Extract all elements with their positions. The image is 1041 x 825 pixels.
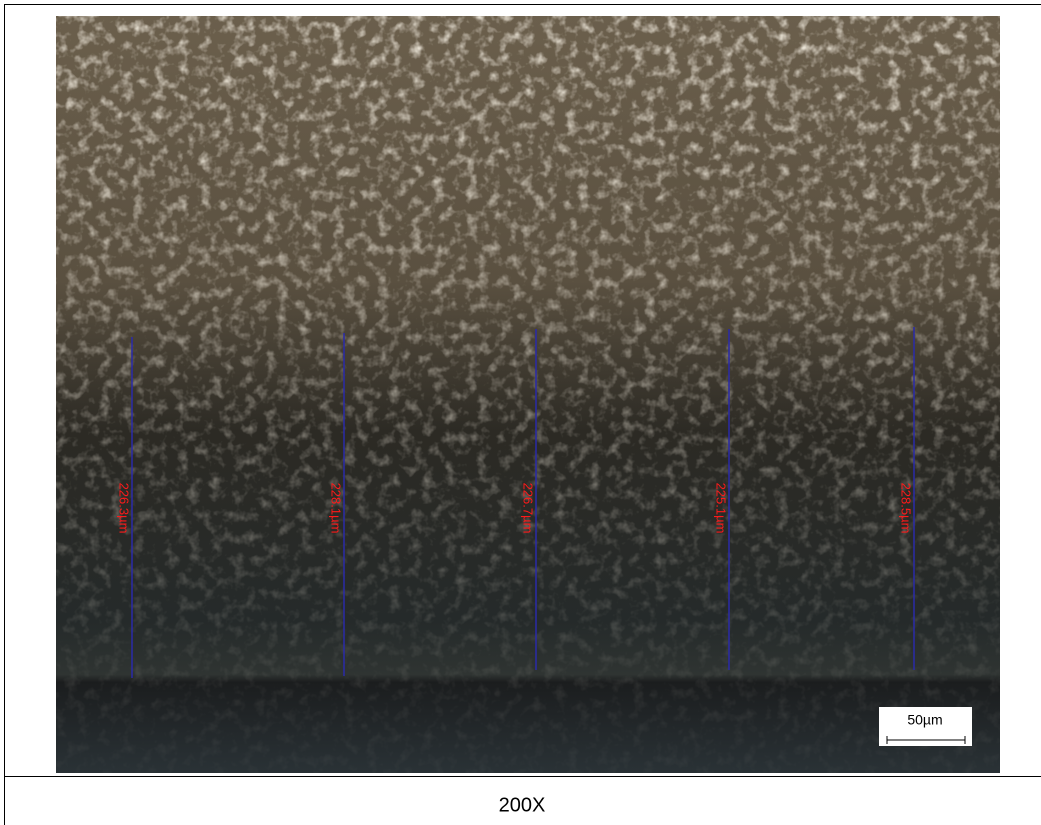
- scale-label: 50µm: [907, 712, 942, 728]
- measure-label: 228.1µm: [329, 483, 344, 534]
- measure-label: 226.3µm: [117, 483, 132, 534]
- micrograph-texture: [56, 16, 1000, 773]
- measure-label: 225.1µm: [714, 483, 729, 534]
- frame: [4, 4, 1041, 825]
- scale-line: [886, 736, 966, 744]
- micrograph: [56, 16, 1000, 773]
- measurements: 226.3µm 228.1µm 226.7µm 225.1µm 228.5µm: [117, 327, 915, 678]
- measure-label: 228.5µm: [899, 483, 914, 534]
- scale-bar: 50µm: [879, 707, 972, 746]
- caption: 200X: [499, 794, 546, 816]
- measure-label: 226.7µm: [521, 483, 536, 534]
